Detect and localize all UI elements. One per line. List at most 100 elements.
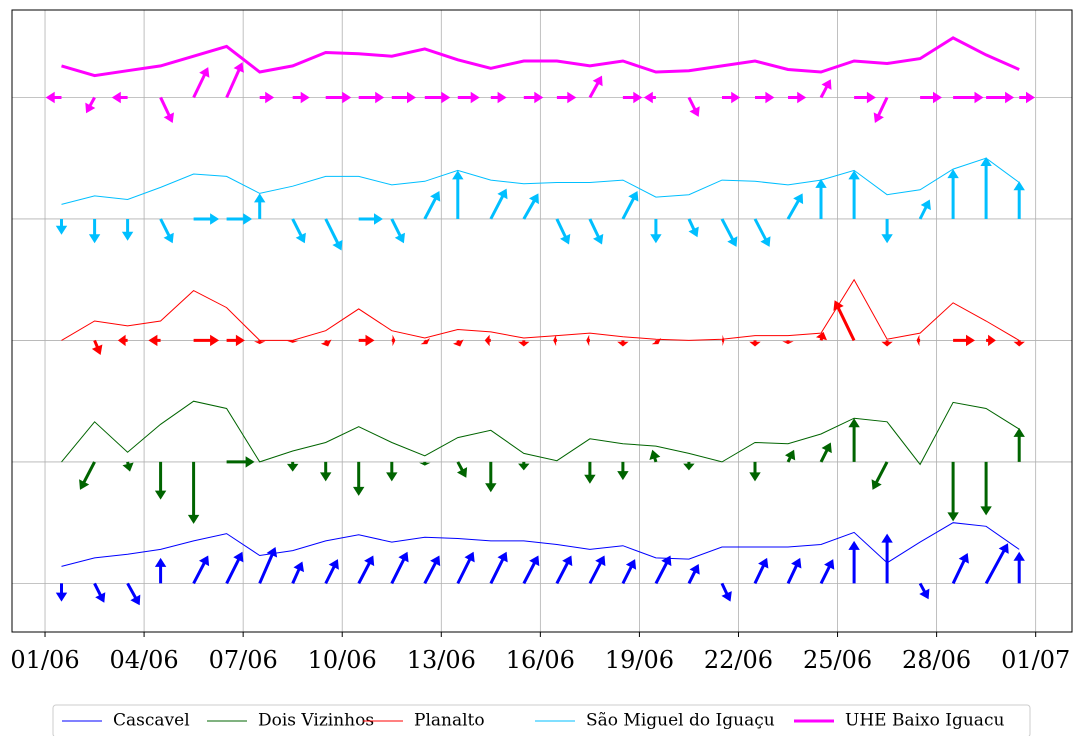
wind-arrow — [617, 340, 629, 347]
wind-arrow — [159, 96, 174, 123]
wind-arrow — [424, 91, 451, 104]
wind-arrow — [386, 461, 398, 482]
plot-area — [45, 36, 1035, 606]
wind-arrow — [423, 555, 441, 585]
wind-arrow — [254, 193, 266, 219]
wind-arrow — [819, 442, 832, 463]
wind-arrow — [980, 157, 992, 219]
wind-arrow — [555, 218, 571, 245]
wind-arrow — [584, 461, 596, 484]
wind-arrow — [881, 340, 893, 347]
wind-arrow — [918, 199, 931, 220]
series-line — [61, 400, 1020, 466]
wind-arrow — [785, 449, 796, 463]
wind-arrow — [586, 334, 590, 347]
wind-arrow — [951, 553, 969, 585]
series-line — [61, 36, 1020, 78]
wind-arrow — [45, 91, 62, 104]
wind-arrow — [621, 559, 637, 585]
wind-arrow — [786, 557, 802, 585]
wind-arrow — [79, 461, 96, 490]
wind-arrow — [452, 170, 464, 219]
wind-arrow — [292, 91, 310, 104]
legend-label: Planalto — [414, 711, 485, 731]
wind-arrow — [489, 188, 508, 220]
x-tick-label: 13/06 — [407, 646, 476, 674]
wind-arrow — [588, 218, 604, 245]
wind-arrow — [815, 178, 827, 219]
wind-arrow — [848, 540, 860, 584]
wind-arrow — [833, 300, 856, 342]
wind-arrow — [291, 218, 306, 244]
wind-arrow — [881, 219, 893, 244]
wind-arrow — [986, 91, 1015, 104]
wind-arrow — [947, 169, 959, 219]
wind-arrow — [786, 193, 804, 220]
wind-arrow — [984, 543, 1009, 585]
wind-arrow — [489, 551, 508, 585]
wind-arrow — [819, 559, 835, 585]
wind-arrow — [117, 334, 128, 347]
wind-arrow — [126, 582, 141, 606]
wind-arrow — [254, 340, 266, 345]
wind-arrow — [720, 582, 732, 602]
wind-arrow — [485, 461, 497, 493]
wind-arrow — [353, 461, 365, 496]
wind-arrow — [390, 218, 405, 244]
wind-arrow — [782, 340, 794, 345]
wind-arrow — [88, 219, 101, 244]
wind-arrow — [324, 218, 343, 251]
x-tick-label: 16/06 — [506, 646, 575, 674]
wind-arrow — [420, 338, 430, 345]
wind-arrow — [490, 91, 507, 104]
legend-label: Dois Vizinhos — [258, 711, 374, 731]
wind-arrow — [1013, 551, 1025, 584]
wind-arrow — [749, 340, 761, 347]
wind-arrow — [121, 219, 134, 241]
wind-arrow — [588, 555, 606, 585]
wind-arrow — [980, 461, 992, 516]
legend-label: Cascavel — [113, 711, 190, 731]
wind-arrow — [617, 461, 629, 481]
wind-arrow — [522, 555, 540, 585]
x-axis: 01/06 04/06 07/06 10/06 13/06 16/06 19/06 22/06… — [10, 632, 1070, 674]
wind-arrow — [1013, 427, 1025, 462]
wind-arrow — [111, 91, 128, 104]
wind-arrow — [518, 340, 530, 347]
wind-arrow — [456, 551, 475, 585]
wind-arrow — [848, 418, 860, 462]
wind-arrow — [755, 91, 775, 104]
wind-arrow — [556, 91, 577, 104]
wind-arrow — [518, 461, 530, 471]
wind-arrow — [391, 334, 396, 347]
wind-arrow — [320, 339, 332, 347]
wind-arrow — [154, 461, 167, 500]
wind-arrow — [722, 91, 741, 104]
wind-arrow — [687, 218, 699, 238]
wind-arrow — [643, 91, 656, 104]
wind-arrow — [225, 551, 244, 585]
wind-arrow — [457, 91, 480, 104]
wind-arrow — [649, 449, 661, 463]
wind-arrow — [259, 91, 275, 104]
wind-arrow — [918, 582, 930, 600]
wind-arrow — [258, 547, 278, 584]
series-line — [61, 157, 1020, 205]
series-line — [61, 522, 1020, 567]
wind-arrow — [291, 561, 304, 584]
wind-arrow — [788, 91, 807, 104]
wind-arrow — [122, 461, 134, 472]
wind-arrow — [650, 219, 662, 244]
wind-arrow — [193, 334, 220, 347]
wind-arrow — [873, 96, 889, 123]
wind-arrow — [986, 334, 996, 347]
axes-frame — [11, 9, 1073, 633]
x-tick-label: 01/06 — [10, 646, 79, 674]
wind-arrow — [55, 219, 68, 235]
wind-arrow — [555, 555, 573, 585]
wind-arrow — [522, 193, 539, 220]
wind-arrow — [1013, 181, 1025, 219]
wind-arrow — [55, 583, 68, 602]
wind-arrow — [456, 461, 468, 478]
